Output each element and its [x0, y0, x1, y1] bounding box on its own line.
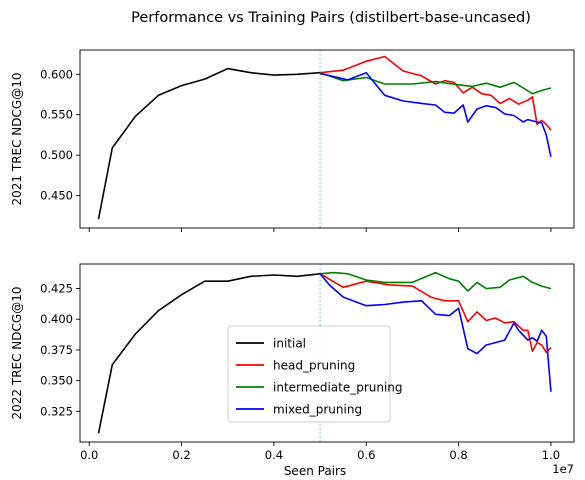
y-tick-label: 0.600: [40, 67, 73, 81]
subplot-1: 0.450 0.500 0.550 0.600 2021 TREC NDCG@10: [10, 49, 575, 232]
y-tick-label: 0.350: [40, 374, 73, 388]
y-tick-label: 0.325: [40, 404, 73, 418]
series-line-initial: [97, 67, 321, 220]
legend: initial head_pruning intermediate_pruningm…: [227, 325, 403, 423]
x-axis-label: Seen Pairs: [284, 464, 346, 478]
series-line-mixed-pruning: [319, 71, 552, 157]
legend-label: head_pruning: [273, 359, 355, 373]
y-tick-label: 0.500: [40, 148, 73, 162]
y-tick-label: 0.400: [40, 312, 73, 326]
y-axis-label: 2022 TREC NDCG@10: [10, 287, 24, 420]
y-tick-label: 0.550: [40, 108, 73, 122]
x-tick-label: 0.6: [357, 448, 375, 462]
legend-label: initial: [273, 337, 306, 351]
series-line-head-pruning: [320, 55, 552, 131]
legend-label: mixed_pruning: [273, 403, 362, 417]
x-tick-label: 0.8: [449, 448, 467, 462]
y-tick-label: 0.425: [40, 282, 73, 296]
x-axis-scale-label: 1e7: [552, 462, 574, 476]
x-tick-label: 0.2: [172, 448, 190, 462]
series-line-initial: [97, 273, 321, 434]
legend-box: [227, 325, 391, 423]
x-tick-label: 0.0: [80, 448, 98, 462]
series-line-mixed-pruning: [319, 273, 552, 392]
y-axis-label: 2021 TREC NDCG@10: [10, 73, 24, 206]
x-tick-label: 0.4: [265, 448, 283, 462]
subplot-2: 0.0 0.2 0.4 0.6 0.8 1.0 0.325 0.350 0.375 0.400 0.…: [10, 263, 575, 478]
y-tick-label: 0.375: [40, 343, 73, 357]
axes-frame: [79, 263, 575, 443]
x-tick-label: 1.0: [542, 448, 560, 462]
legend-label: intermediate_pruning: [273, 381, 403, 395]
axes-frame: [79, 49, 575, 229]
subplots: 0.450 0.500 0.550 0.600 2021 TREC NDCG@10 0.0…: [10, 49, 575, 478]
series-line-intermediate-pruning: [320, 271, 552, 292]
y-tick-label: 0.450: [40, 189, 73, 203]
series-line-head-pruning: [319, 273, 552, 354]
chart-title: Performance vs Training Pairs (distilber…: [131, 10, 531, 26]
